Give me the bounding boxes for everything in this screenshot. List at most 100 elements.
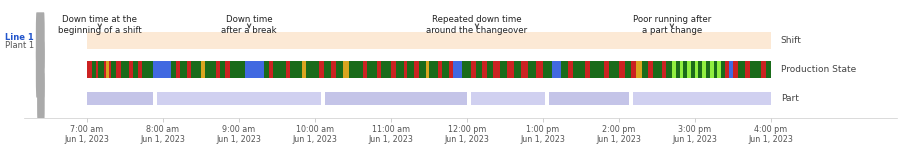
Bar [96,61,98,78]
Bar [514,61,521,78]
Bar [324,61,331,78]
Bar [343,61,349,78]
Bar [698,61,702,78]
Bar [476,61,482,78]
Bar [306,61,319,78]
Bar [138,61,141,78]
Bar [618,61,626,78]
Bar [349,61,363,78]
Bar [561,61,568,78]
Bar [453,61,462,78]
Bar [225,61,230,78]
Bar [760,61,766,78]
Text: Plant 1: Plant 1 [4,41,34,50]
Bar [710,61,714,78]
Bar [104,61,106,78]
Bar [666,61,672,78]
Bar [87,32,770,49]
Bar [106,61,109,78]
Bar [626,61,632,78]
FancyBboxPatch shape [36,12,45,69]
Bar [695,61,698,78]
Bar [187,61,191,78]
Bar [766,61,770,78]
Bar [543,61,552,78]
Bar [246,61,265,78]
Bar [230,61,246,78]
Bar [363,61,367,78]
Bar [325,92,467,105]
Bar [87,92,153,105]
Bar [633,92,770,105]
Bar [608,61,618,78]
Bar [286,61,290,78]
Bar [751,61,760,78]
Bar [331,61,337,78]
Bar [500,61,508,78]
Bar [205,61,216,78]
Bar [462,61,471,78]
Bar [191,61,201,78]
Bar [116,61,122,78]
Bar [648,61,652,78]
Bar [725,61,729,78]
Text: Shift: Shift [781,36,802,45]
Bar [549,92,629,105]
Bar [585,61,590,78]
Bar [408,61,414,78]
Bar [706,61,710,78]
Bar [573,61,585,78]
Bar [274,61,286,78]
Bar [122,61,129,78]
Bar [683,61,687,78]
Bar [471,61,476,78]
Bar [493,61,500,78]
Bar [129,61,132,78]
Bar [92,61,96,78]
Bar [391,61,396,78]
Bar [381,61,391,78]
Bar [691,61,695,78]
Text: Down time at the
beginning of a shift: Down time at the beginning of a shift [58,15,141,35]
Text: Repeated down time
around the changeover: Repeated down time around the changeover [427,15,527,35]
Bar [337,61,343,78]
Bar [171,61,176,78]
Bar [552,61,561,78]
Bar [367,61,377,78]
Bar [176,61,179,78]
Bar [112,61,116,78]
Bar [403,61,408,78]
Text: Poor running after
a part change: Poor running after a part change [633,15,711,35]
Bar [319,61,324,78]
Bar [632,61,636,78]
Bar [687,61,691,78]
Bar [179,61,187,78]
Bar [642,61,648,78]
Bar [396,61,403,78]
Bar [437,61,442,78]
Bar [132,61,138,78]
Text: Down time
after a break: Down time after a break [221,15,277,35]
Bar [377,61,381,78]
Bar [201,61,205,78]
Bar [745,61,751,78]
Bar [216,61,220,78]
Bar [527,61,536,78]
Bar [662,61,666,78]
Bar [536,61,543,78]
Bar [157,92,321,105]
Text: Production State: Production State [781,65,856,74]
Bar [220,61,225,78]
Bar [652,61,662,78]
Bar [141,61,153,78]
Bar [733,61,738,78]
Bar [721,61,725,78]
Bar [714,61,717,78]
Bar [87,61,92,78]
Bar [98,61,104,78]
Bar [590,61,604,78]
Bar [729,61,733,78]
Bar [487,61,493,78]
Bar [449,61,453,78]
Bar [471,92,545,105]
